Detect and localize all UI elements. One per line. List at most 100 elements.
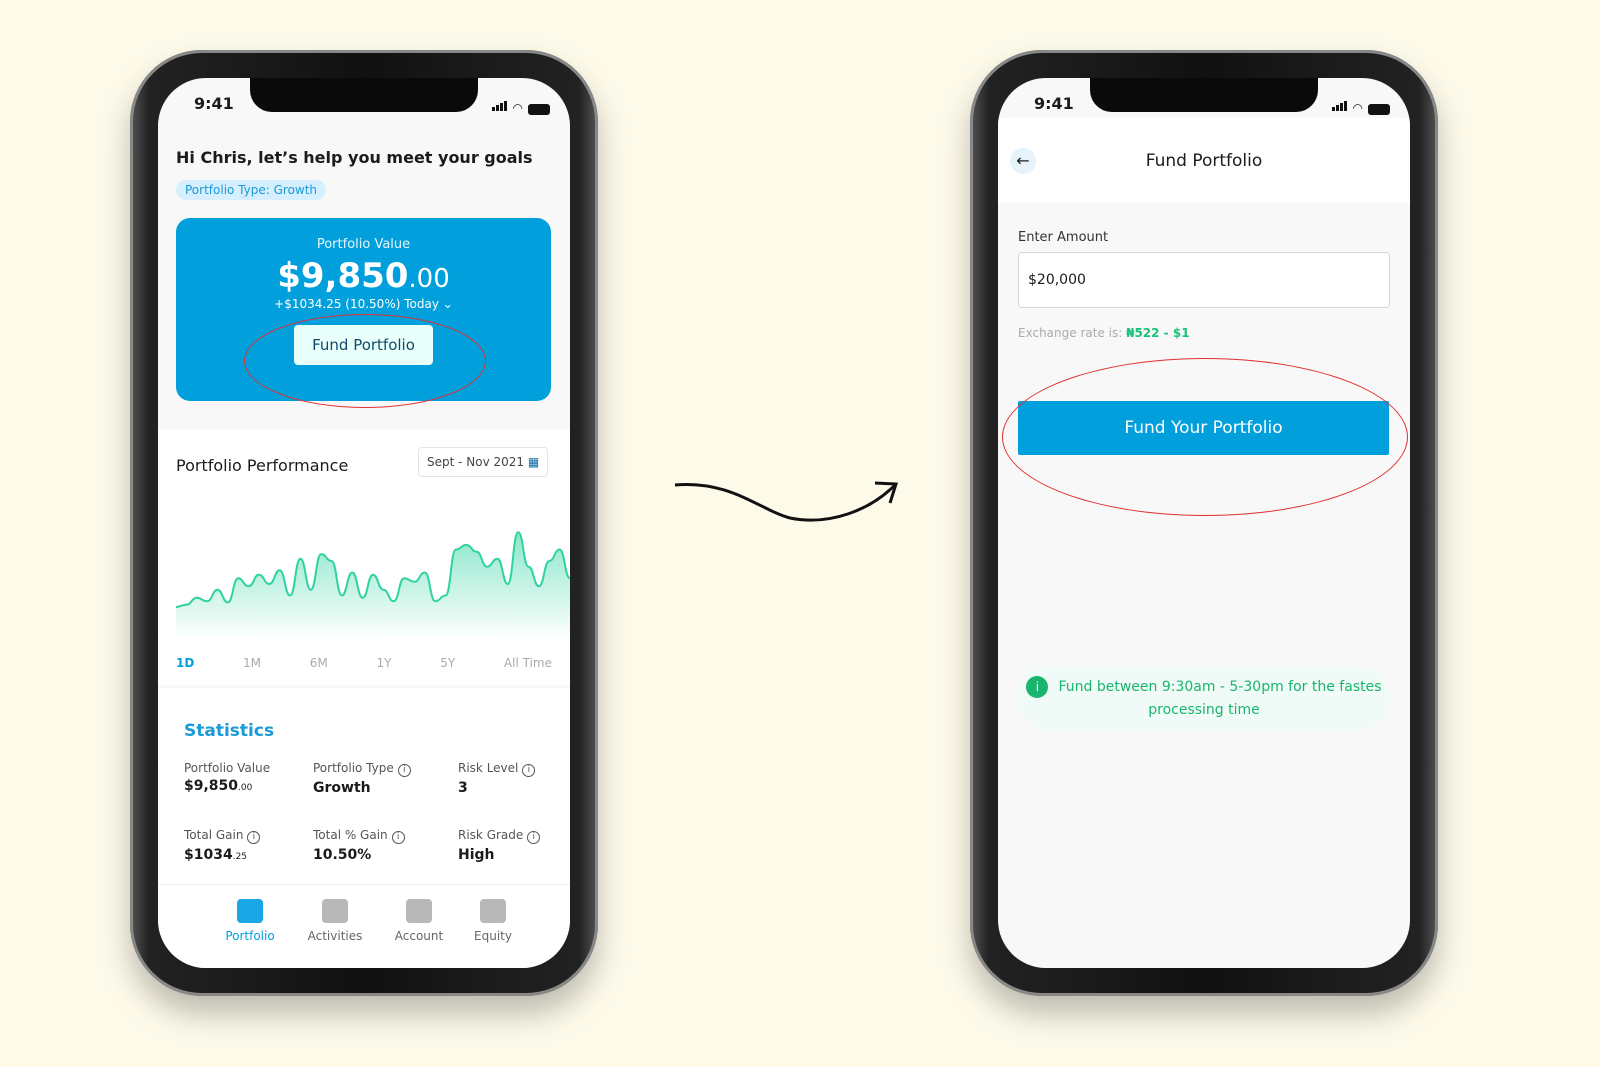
battery-icon <box>528 104 550 115</box>
range-tab[interactable]: 1M <box>243 656 262 670</box>
stat-label: Portfolio Type i <box>313 761 411 777</box>
stat-value: 3 <box>458 780 535 796</box>
stat-value: 10.50% <box>313 847 405 863</box>
change: +$1034.25 (10.50%) Today ⌄ <box>176 297 551 311</box>
range-tab[interactable]: 5Y <box>440 656 456 670</box>
stat-value-small: .00 <box>238 783 253 793</box>
stat-value-small: .25 <box>232 852 248 862</box>
tab-account[interactable]: Account <box>384 899 454 943</box>
rate-label: Exchange rate is: <box>1018 326 1123 340</box>
status-time: 9:41 <box>1034 94 1074 113</box>
chart-line <box>175 531 570 608</box>
status-icons: ◠ <box>1331 96 1390 115</box>
chart-area <box>176 532 570 640</box>
stat-label-text: Total % Gain <box>313 828 388 842</box>
stat-value: $9,850.00 <box>184 778 270 794</box>
bottom-tab-bar: Portfolio Activities Account Equity <box>158 884 570 968</box>
amount-input[interactable]: $20,000 <box>1018 252 1390 308</box>
rate-value: ₦522 - $1 <box>1126 326 1190 340</box>
value-cents: .00 <box>408 264 450 294</box>
battery-icon <box>1368 104 1390 115</box>
performance-chart <box>175 531 570 640</box>
annotation-ellipse <box>1002 358 1408 516</box>
change-amount: +$1034.25 (10.50%) <box>274 297 401 311</box>
user-icon <box>406 899 432 923</box>
performance-title: Portfolio Performance <box>176 456 349 475</box>
stat-item: Total % Gain i 10.50% <box>313 828 405 863</box>
signal-icon <box>491 96 508 115</box>
period-label: Today <box>404 297 439 311</box>
range-tab[interactable]: All Time <box>503 656 552 670</box>
tab-equity[interactable]: Equity <box>458 899 528 943</box>
stat-item: Portfolio Type i Growth <box>313 761 411 796</box>
range-tab[interactable]: 6M <box>309 656 328 670</box>
stat-label: Risk Grade i <box>458 828 541 844</box>
funding-hours-note: i Fund between 9:30am - 5-30pm for the fa… <box>1018 666 1390 730</box>
fund-screen: 9:41 ◠ ← Fund Portfolio Enter Amount $20… <box>998 78 1410 968</box>
info-icon[interactable]: i <box>527 831 541 844</box>
stat-value: Growth <box>313 780 411 796</box>
tab-label: Activities <box>307 929 363 943</box>
stat-value-main: 10.50% <box>313 847 372 863</box>
stat-label: Total Gain i <box>184 828 261 844</box>
tab-label: Portfolio <box>225 929 275 943</box>
tab-activities[interactable]: Activities <box>300 899 370 943</box>
portfolio-value: $9,850.00 <box>176 256 551 296</box>
stat-item: Risk Grade i High <box>458 828 541 863</box>
stat-item: Risk Level i 3 <box>458 761 536 796</box>
wifi-icon: ◠ <box>512 101 523 115</box>
range-tabs: 1D 1M 6M 1Y 5Y All Time <box>176 656 552 670</box>
date-range-picker[interactable]: Sept - Nov 2021 ▦ <box>418 447 549 477</box>
stat-value-main: $1034 <box>184 847 233 863</box>
status-icons: ◠ <box>491 96 550 115</box>
back-arrow-icon[interactable]: ← <box>1010 148 1036 174</box>
statistics-section <box>158 688 570 888</box>
stat-value-main: 3 <box>458 780 468 796</box>
date-range-label: Sept - Nov 2021 <box>427 455 525 469</box>
grid-plus-icon <box>480 899 506 923</box>
exchange-rate: Exchange rate is: ₦522 - $1 <box>1018 326 1190 340</box>
stat-label-text: Total Gain <box>184 828 244 842</box>
info-icon[interactable]: i <box>391 831 405 844</box>
stat-label-text: Portfolio Value <box>184 761 271 775</box>
status-time: 9:41 <box>194 94 234 113</box>
stat-label-text: Risk Grade <box>458 828 524 842</box>
notch <box>250 78 478 112</box>
stat-label-text: Portfolio Type <box>313 761 394 775</box>
info-icon[interactable]: i <box>397 764 411 777</box>
amount-label: Enter Amount <box>1018 230 1109 245</box>
annotation-ellipse <box>244 314 486 408</box>
page-title: Fund Portfolio <box>1145 151 1263 171</box>
stat-value: High <box>458 847 540 863</box>
stat-value-main: High <box>458 847 495 863</box>
info-icon: i <box>1026 676 1049 698</box>
notch <box>1090 78 1318 112</box>
range-tab[interactable]: 1Y <box>376 656 392 670</box>
calendar-icon: ▦ <box>527 455 540 469</box>
tab-portfolio[interactable]: Portfolio <box>215 899 285 943</box>
tab-label: Account <box>394 929 444 943</box>
stat-value: $1034.25 <box>184 847 260 863</box>
period-dropdown[interactable]: Today ⌄ <box>404 297 453 311</box>
phone-portfolio: 9:41 ◠ Hi Chris, let’s help you meet you… <box>130 50 598 996</box>
wifi-icon: ◠ <box>1352 101 1363 115</box>
header <box>998 118 1410 203</box>
phone-fund: 9:41 ◠ ← Fund Portfolio Enter Amount $20… <box>970 50 1438 996</box>
signal-icon <box>1331 96 1348 115</box>
chevron-down-icon: ⌄ <box>442 297 453 311</box>
briefcase-icon <box>237 899 263 923</box>
card-label: Portfolio Value <box>316 237 411 252</box>
greeting: Hi Chris, let’s help you meet your goals <box>176 148 533 167</box>
portfolio-type-badge: Portfolio Type: Growth <box>176 180 327 200</box>
value-main: $9,850 <box>277 256 409 296</box>
stat-value-main: $9,850 <box>184 778 239 794</box>
portfolio-screen: 9:41 ◠ Hi Chris, let’s help you meet you… <box>158 78 570 968</box>
info-icon[interactable]: i <box>247 831 261 844</box>
stat-label: Total % Gain i <box>313 828 405 844</box>
flow-arrow-icon <box>674 481 899 522</box>
range-tab[interactable]: 1D <box>176 656 195 670</box>
tab-label: Equity <box>474 929 512 943</box>
info-icon[interactable]: i <box>522 764 536 777</box>
stat-item: Total Gain i $1034.25 <box>184 828 261 863</box>
stat-item: Portfolio Value $9,850.00 <box>184 761 270 794</box>
